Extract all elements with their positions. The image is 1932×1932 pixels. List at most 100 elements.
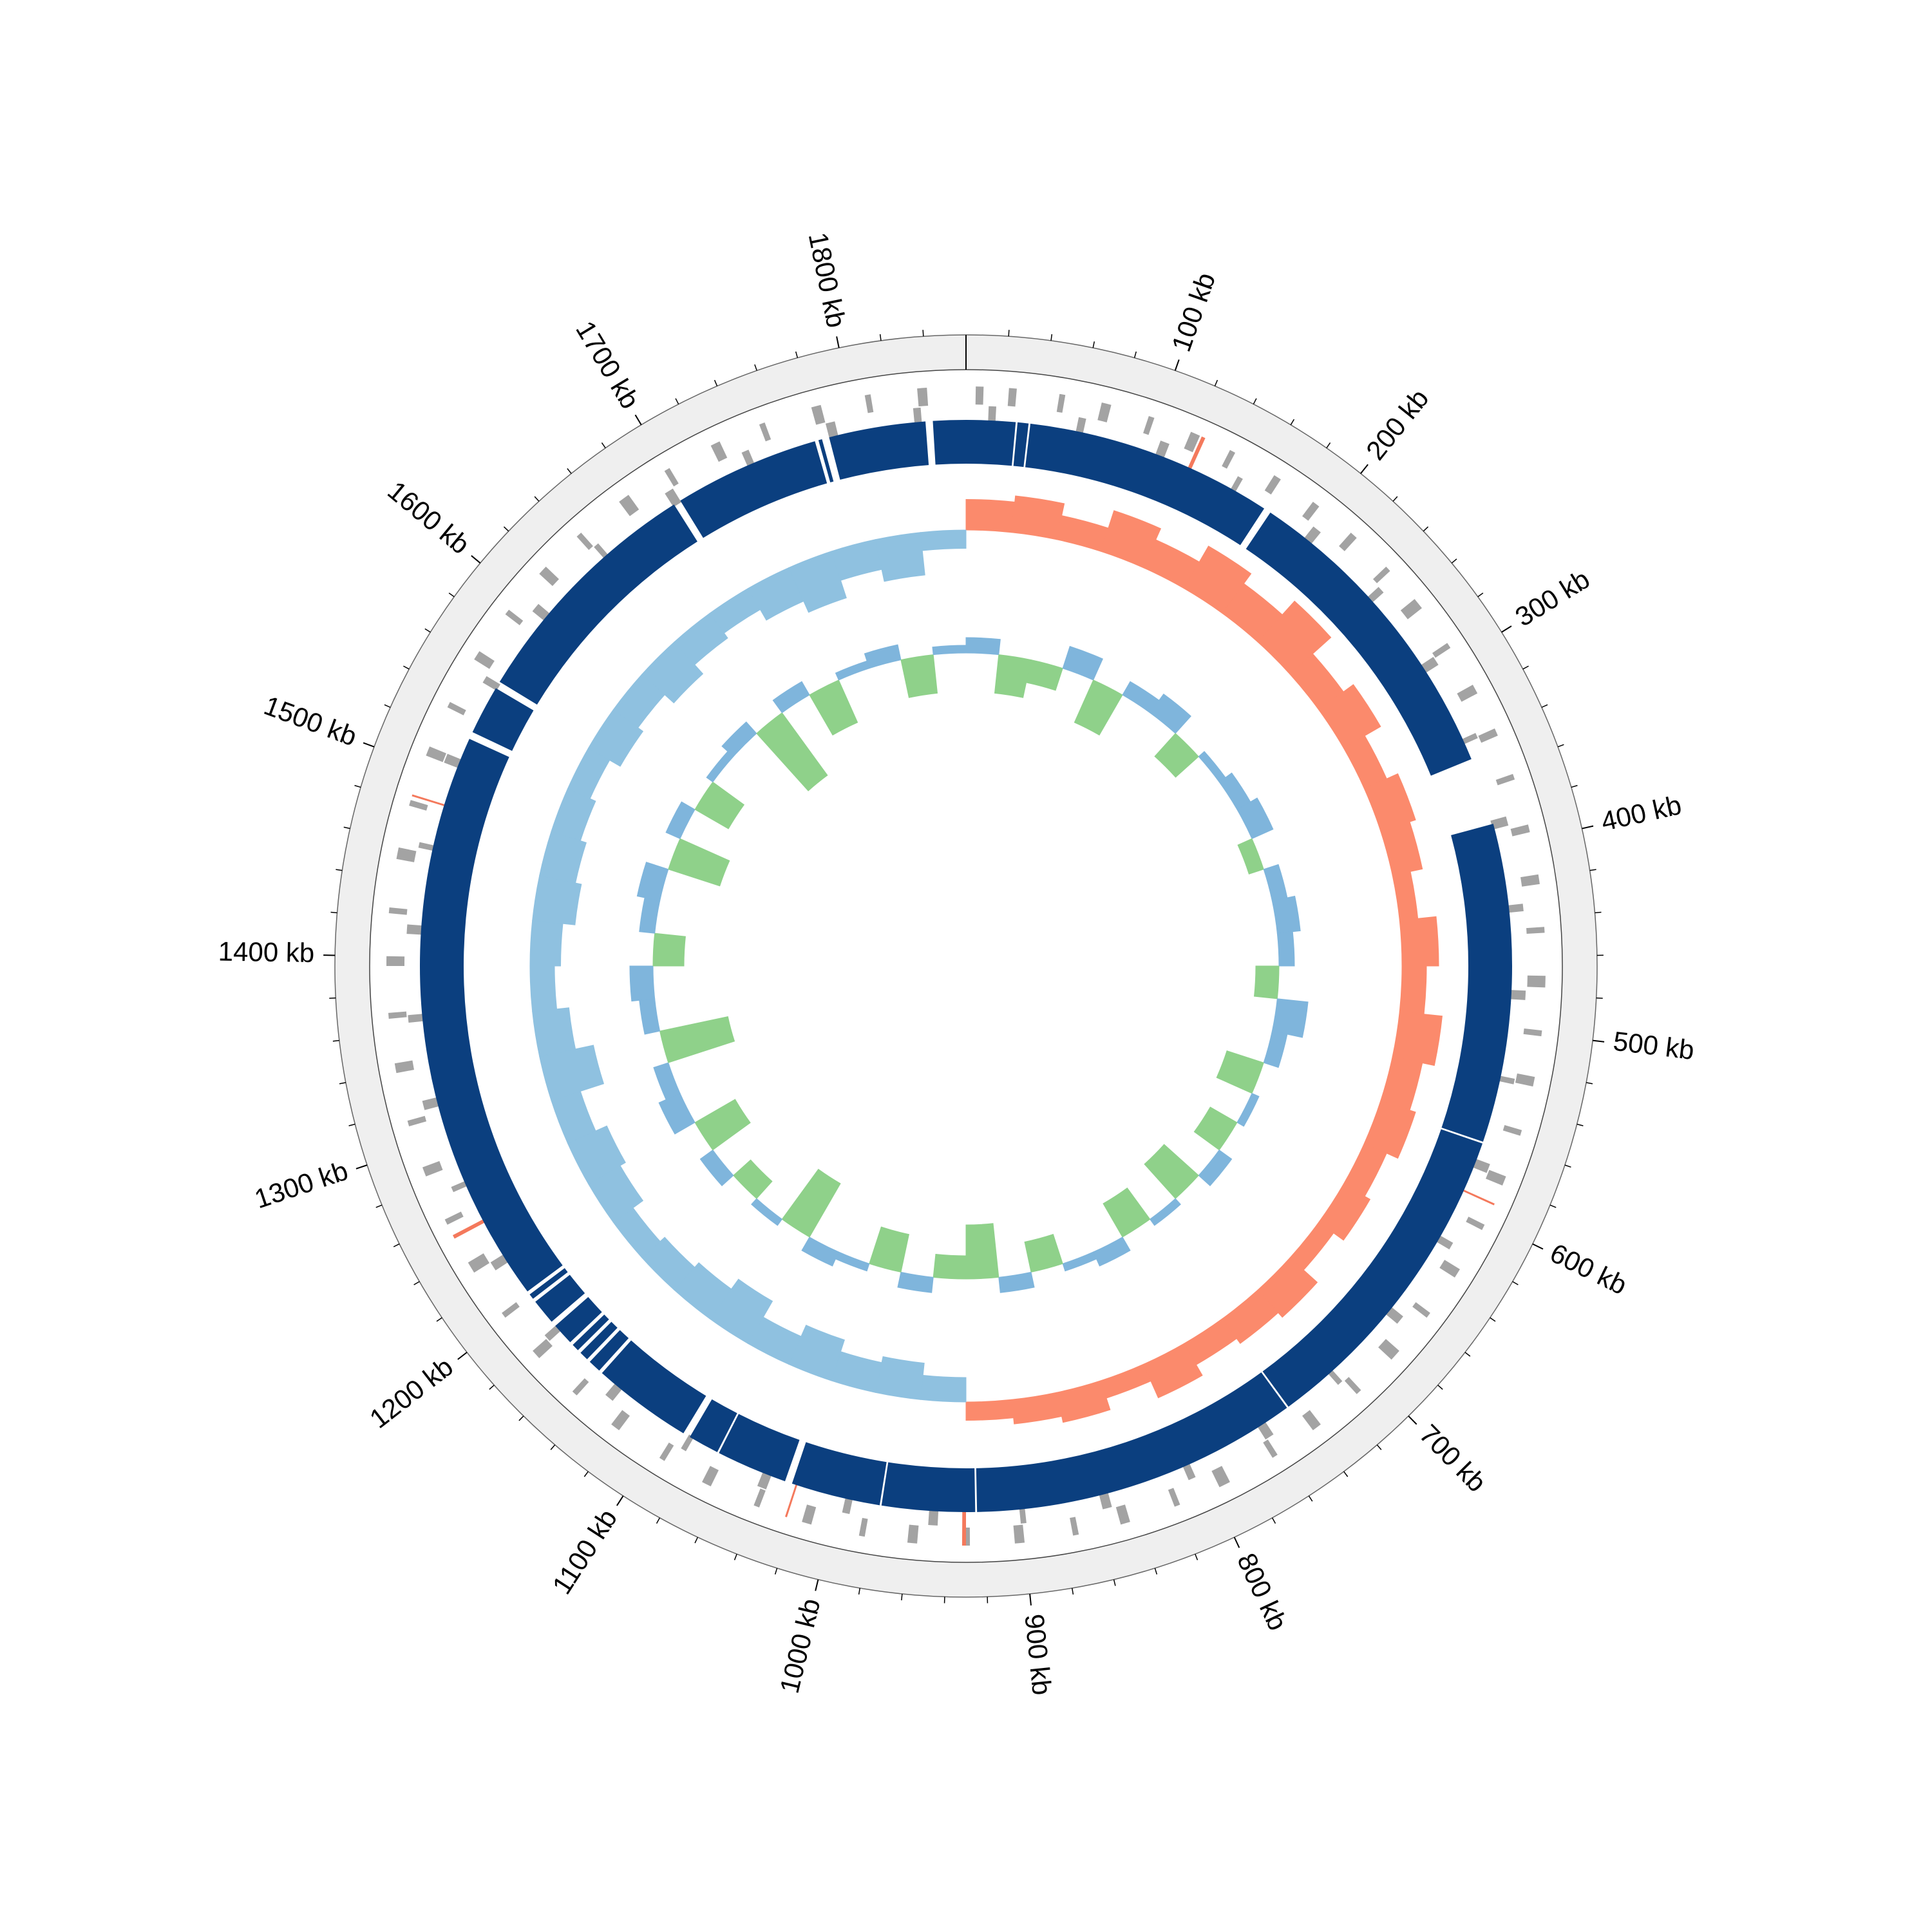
- forward-gene: [422, 1160, 443, 1177]
- minor-tick: [1571, 784, 1578, 788]
- rna-gene: [452, 1218, 486, 1239]
- rna-gene: [961, 1510, 966, 1546]
- gc-skew-bar: [529, 965, 558, 1012]
- forward-gene: [1115, 1504, 1130, 1525]
- forward-gene: [1412, 1302, 1430, 1318]
- contig: [976, 1372, 1287, 1512]
- gc-content-bar: [897, 1271, 934, 1293]
- forward-gene: [659, 1443, 674, 1461]
- minor-tick: [354, 784, 361, 788]
- contig: [1025, 423, 1265, 545]
- forward-gene: [702, 1466, 719, 1487]
- minor-tick: [1133, 351, 1137, 358]
- minor-tick: [1290, 419, 1295, 426]
- reverse-gene: [544, 1324, 562, 1341]
- forward-gene: [1263, 1439, 1278, 1458]
- contig: [881, 1462, 976, 1513]
- forward-gene: [1097, 402, 1112, 422]
- gc-content-bar: [994, 654, 1032, 698]
- minor-tick: [1522, 665, 1529, 670]
- gc-skew-bar: [532, 1007, 576, 1057]
- gc-content-bar: [668, 838, 730, 887]
- forward-gene: [1523, 1028, 1542, 1037]
- gc-content-bar: [1253, 965, 1280, 999]
- tick-label: 1700 kb: [570, 316, 645, 413]
- tick-label: 900 kb: [1019, 1613, 1057, 1696]
- forward-gene: [444, 1211, 464, 1225]
- gc-content-bar: [900, 654, 938, 698]
- reverse-gene: [490, 1253, 509, 1271]
- forward-gene: [710, 441, 728, 462]
- forward-gene: [1222, 450, 1236, 469]
- gc-content-bar: [665, 801, 696, 839]
- minor-tick: [1308, 1495, 1313, 1502]
- reverse-gene: [757, 1471, 772, 1490]
- gc-skew-bar: [539, 1045, 605, 1101]
- minor-tick: [1092, 341, 1095, 348]
- gc-content-bar: [1193, 1106, 1238, 1151]
- gc-content-bar: [835, 660, 870, 681]
- gc-content-bar: [864, 644, 902, 669]
- gc-content-bar: [1216, 1050, 1264, 1094]
- reverse-gene: [1075, 417, 1086, 435]
- gc-skew-bar: [831, 539, 882, 581]
- gc-skew-bar: [539, 831, 587, 884]
- gc-skew-bar: [567, 1125, 626, 1185]
- gc-content-bar: [1198, 751, 1226, 783]
- minor-tick: [375, 1204, 383, 1208]
- reverse-gene: [1155, 440, 1170, 459]
- reverse-gene: [1327, 1369, 1343, 1385]
- minor-tick: [1451, 558, 1457, 564]
- gc-content-bar: [1025, 659, 1063, 691]
- tick-label: 1100 kb: [546, 1504, 623, 1599]
- contig: [529, 1268, 568, 1299]
- reverse-gene: [741, 450, 755, 468]
- gc-content-bar: [1271, 998, 1309, 1038]
- gc-content-bar: [809, 679, 858, 736]
- contig: [589, 1330, 629, 1371]
- gc-skew-bar: [674, 612, 728, 665]
- forward-gene: [858, 1517, 868, 1537]
- gc-content-bar: [772, 681, 810, 714]
- minor-tick: [339, 1082, 346, 1084]
- gc-content-bar: [1144, 1144, 1199, 1199]
- minor-tick: [534, 496, 540, 502]
- contig: [719, 1414, 800, 1482]
- forward-gene: [502, 1302, 520, 1318]
- gc-skew-bar: [1056, 515, 1109, 552]
- minor-tick: [1326, 442, 1331, 449]
- minor-tick: [1195, 1553, 1198, 1560]
- minor-tick: [1541, 704, 1548, 708]
- reverse-gene: [1435, 1235, 1454, 1250]
- gc-skew-bar: [1380, 1056, 1423, 1111]
- minor-tick: [489, 1385, 495, 1390]
- tick-label: 600 kb: [1546, 1238, 1632, 1301]
- forward-gene: [1143, 415, 1155, 435]
- reverse-gene: [1419, 657, 1439, 674]
- contig: [829, 421, 929, 480]
- minor-tick: [694, 1537, 699, 1544]
- gc-content-bar: [1263, 1030, 1288, 1068]
- minor-tick: [1464, 1352, 1471, 1357]
- reverse-gene: [1256, 1421, 1274, 1440]
- gc-content-bar: [733, 1159, 773, 1199]
- reverse-gene: [681, 1434, 694, 1452]
- gc-skew-bar: [1399, 916, 1439, 967]
- minor-tick: [448, 592, 455, 598]
- gc-skew-bar: [920, 1374, 967, 1403]
- gc-skew-bar: [965, 498, 1016, 533]
- minor-tick: [550, 1444, 556, 1450]
- gc-skew-bar: [1011, 495, 1065, 540]
- gc-content-bar: [998, 1271, 1035, 1293]
- forward-gene: [386, 956, 405, 966]
- rna-gene: [784, 1482, 798, 1517]
- forward-gene: [802, 1504, 817, 1525]
- minor-tick: [1589, 869, 1596, 871]
- forward-gene: [759, 422, 772, 442]
- gc-content-bar: [706, 751, 734, 783]
- forward-gene: [1302, 502, 1320, 521]
- minor-tick: [858, 1587, 861, 1595]
- gc-content-bar: [659, 1016, 735, 1063]
- minor-tick: [1564, 1164, 1571, 1168]
- minor-tick: [1376, 1444, 1382, 1450]
